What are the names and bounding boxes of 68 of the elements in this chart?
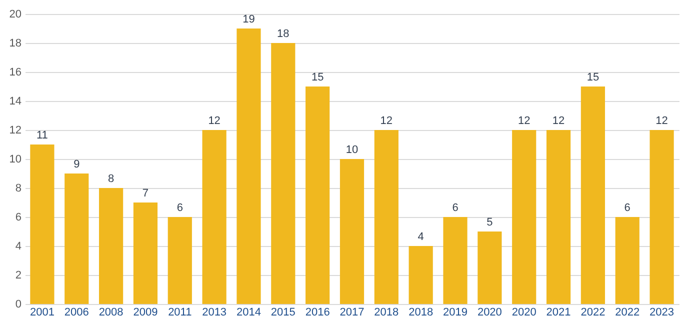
bar xyxy=(306,86,330,304)
data-label: 7 xyxy=(142,188,149,200)
data-label: 15 xyxy=(586,72,600,84)
bar xyxy=(99,188,124,304)
bar xyxy=(408,246,433,304)
bar xyxy=(374,130,398,304)
x-tick-label: 2020 xyxy=(477,306,502,318)
x-tick-label: 2014 xyxy=(236,306,261,318)
y-tick-label: 6 xyxy=(15,212,22,224)
data-label: 5 xyxy=(486,216,493,228)
x-tick-label: 2020 xyxy=(512,306,536,318)
data-label: 12 xyxy=(552,115,565,127)
x-tick-label: 2011 xyxy=(168,306,192,318)
y-tick-label: 18 xyxy=(9,38,22,50)
bar xyxy=(650,130,674,304)
y-tick-label: 16 xyxy=(9,66,22,78)
data-label: 12 xyxy=(656,115,668,127)
x-tick-label: 2006 xyxy=(64,306,89,318)
x-tick-label: 2019 xyxy=(443,306,468,318)
bar xyxy=(443,217,468,304)
bar xyxy=(30,144,54,304)
x-tick-label: 2018 xyxy=(408,306,434,318)
x-tick-label: 2013 xyxy=(202,306,227,318)
x-tick-label: 2021 xyxy=(546,306,571,318)
bar xyxy=(615,217,640,304)
x-tick-label: 2015 xyxy=(270,306,296,318)
x-tick-label: 2022 xyxy=(580,306,606,318)
data-label: 19 xyxy=(242,14,255,26)
data-label: 6 xyxy=(452,202,458,214)
y-tick-label: 14 xyxy=(9,96,22,108)
data-label: 12 xyxy=(208,115,220,127)
bar xyxy=(271,43,296,304)
data-label: 12 xyxy=(518,115,530,127)
bar xyxy=(580,86,605,304)
y-tick-label: 20 xyxy=(9,8,22,20)
data-label: 10 xyxy=(346,144,358,156)
data-label: 18 xyxy=(277,28,290,40)
data-label: 12 xyxy=(380,115,393,127)
x-tick-label: 2001 xyxy=(30,306,54,318)
y-tick-label: 2 xyxy=(15,270,22,282)
data-label: 15 xyxy=(311,72,324,84)
bar xyxy=(478,232,502,304)
x-tick-label: 2016 xyxy=(305,306,330,318)
x-tick-label: 2018 xyxy=(374,306,399,318)
y-tick-label: 0 xyxy=(15,298,22,310)
bar xyxy=(512,130,536,304)
data-label: 8 xyxy=(108,173,114,185)
data-label: 4 xyxy=(418,231,424,243)
y-tick-label: 4 xyxy=(15,240,22,252)
bar xyxy=(64,174,89,304)
y-tick-label: 8 xyxy=(15,182,22,194)
y-tick-label: 12 xyxy=(9,124,22,136)
bar xyxy=(340,159,364,304)
y-tick-label: 10 xyxy=(9,154,22,166)
x-tick-label: 2017 xyxy=(340,306,364,318)
data-label: 11 xyxy=(36,130,48,142)
x-tick-label: 2009 xyxy=(133,306,158,318)
bar xyxy=(168,217,192,304)
x-tick-label: 2008 xyxy=(98,306,124,318)
data-label: 6 xyxy=(176,202,183,214)
bar xyxy=(202,130,226,304)
x-tick-label: 2022 xyxy=(615,306,640,318)
bar xyxy=(133,202,158,304)
data-label: 6 xyxy=(624,202,630,214)
data-label: 9 xyxy=(74,158,80,170)
bar xyxy=(546,130,571,304)
x-tick-label: 2023 xyxy=(650,306,674,318)
bar xyxy=(236,28,261,304)
